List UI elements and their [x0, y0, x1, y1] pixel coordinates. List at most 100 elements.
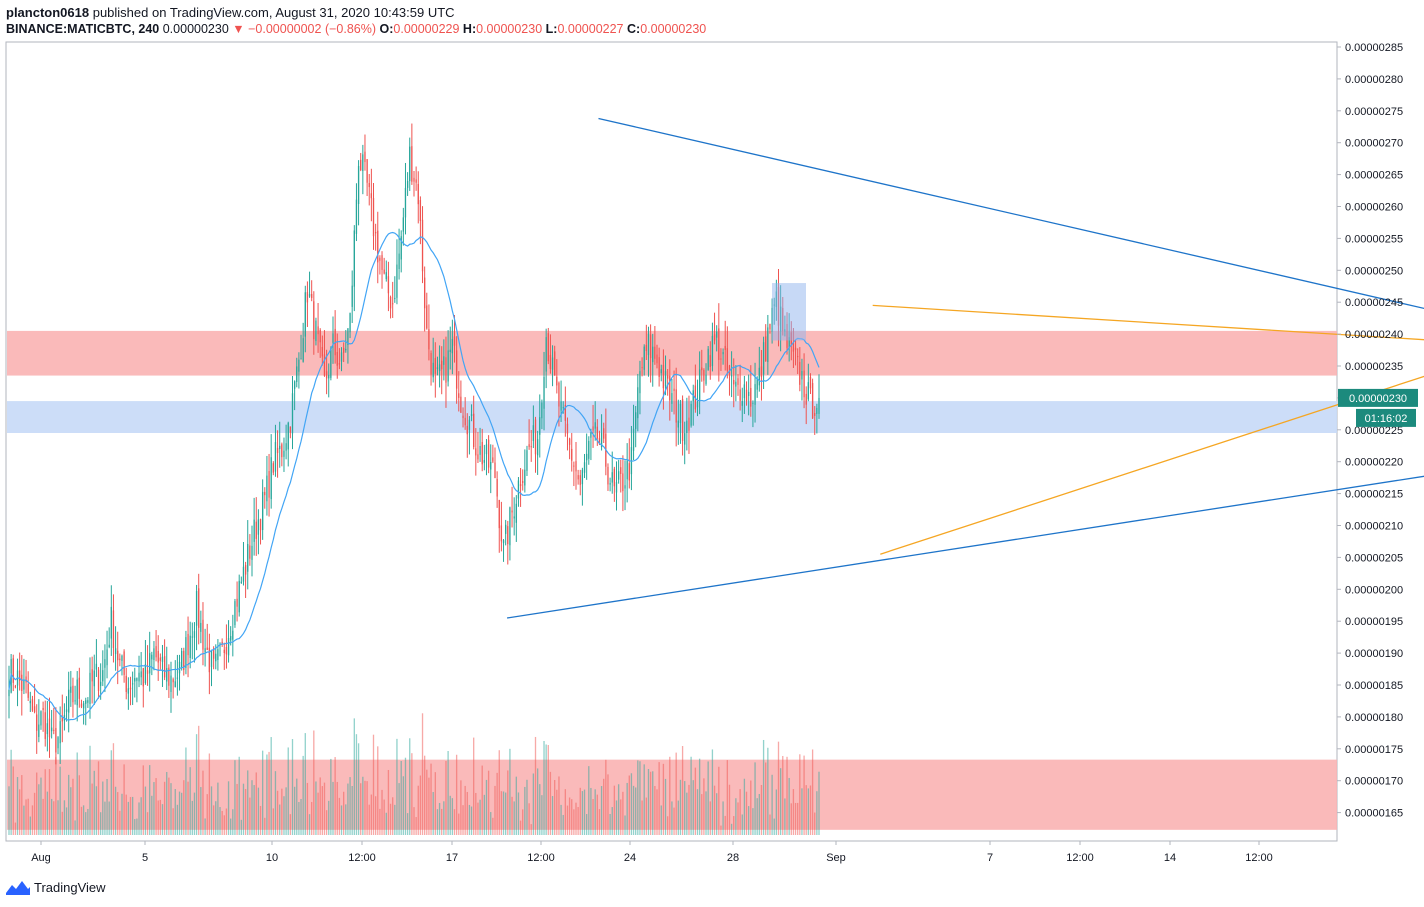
volume-bar — [609, 813, 611, 835]
candle-body — [163, 656, 166, 678]
x-tick-label: 14 — [1164, 852, 1176, 864]
volume-bar — [61, 811, 63, 835]
candle-body — [585, 453, 588, 461]
volume-bar — [794, 802, 797, 835]
candle-body — [799, 361, 801, 385]
volume-bar — [308, 814, 311, 835]
x-tick-label: 5 — [142, 852, 148, 864]
candle-body — [168, 667, 170, 686]
candle-body — [549, 355, 552, 369]
candle-body — [684, 433, 686, 445]
volume-bar — [775, 789, 778, 835]
volume-bar — [411, 753, 413, 835]
volume-bar — [504, 792, 507, 835]
volume-bar — [357, 743, 360, 835]
volume-bar — [664, 778, 667, 835]
candle-body — [225, 647, 228, 655]
candle-body — [818, 397, 820, 414]
volume-bar — [773, 818, 775, 835]
candle-body — [336, 352, 338, 366]
candle-body — [703, 369, 705, 381]
candle-body — [236, 598, 238, 607]
change-arrow-icon: ▼ — [232, 22, 245, 36]
volume-bar — [351, 785, 353, 835]
candle-body — [560, 401, 562, 411]
volume-bar — [698, 758, 701, 835]
volume-bar — [445, 761, 447, 835]
y-tick-label: 0.00000210 — [1345, 521, 1403, 533]
candle-body — [183, 650, 185, 670]
volume-bar — [191, 800, 193, 835]
volume-bar — [313, 730, 315, 835]
volume-bar — [639, 761, 641, 835]
candle-body — [722, 352, 724, 355]
candle-body — [300, 358, 302, 360]
volume-bar — [319, 777, 321, 835]
volume-bar — [756, 798, 758, 835]
candle-body — [200, 622, 202, 632]
volume-bar — [291, 739, 294, 835]
volume-bar — [765, 762, 767, 835]
volume-bar — [10, 749, 12, 835]
candle-body — [551, 357, 554, 370]
volume-bar — [285, 787, 287, 835]
volume-bar — [594, 789, 596, 835]
volume-bar — [466, 791, 468, 835]
volume-bar — [394, 804, 396, 835]
volume-bar — [453, 809, 456, 835]
price-change: −0.00000002 (−0.86%) — [248, 22, 377, 36]
x-tick-label: 12:00 — [527, 852, 555, 864]
volume-bar — [579, 787, 581, 835]
candle-body — [466, 425, 468, 435]
candle-body — [690, 403, 692, 426]
volume-bar — [743, 778, 746, 835]
candle-body — [713, 334, 716, 341]
volume-bar — [259, 805, 262, 835]
volume-bar — [193, 792, 196, 835]
candle-body — [620, 467, 622, 474]
volume-bar — [125, 794, 127, 835]
volume-bar — [545, 744, 547, 835]
publisher-user[interactable]: plancton0618 — [6, 5, 90, 20]
candle-body — [430, 353, 432, 375]
candle-body — [528, 444, 530, 447]
orange-upper — [872, 304, 1424, 341]
candle-body — [112, 610, 115, 648]
tradingview-brand: TradingView — [34, 880, 106, 895]
volume-bar — [669, 756, 671, 835]
volume-bar — [253, 785, 255, 835]
candle-body — [671, 393, 673, 404]
tradingview-footer[interactable]: TradingView — [6, 880, 106, 895]
candle-body — [594, 422, 596, 429]
volume-bar — [172, 808, 174, 835]
volume-bar — [462, 805, 464, 835]
volume-bar — [464, 785, 466, 835]
candle-body — [323, 354, 326, 376]
volume-bar — [513, 801, 515, 835]
candle-body — [281, 444, 283, 458]
x-tick-label: 24 — [624, 852, 636, 864]
candle-body — [191, 636, 193, 638]
volume-bar — [473, 737, 475, 835]
volume-bar — [136, 818, 138, 835]
volume-bar — [611, 807, 613, 835]
volume-bar — [423, 755, 426, 835]
volume-bar — [12, 766, 14, 835]
candle-body — [29, 700, 31, 704]
volume-bar — [782, 755, 784, 835]
candle-body — [462, 415, 464, 419]
volume-bar — [747, 806, 750, 835]
candle-body — [460, 396, 462, 413]
candle-body — [91, 669, 93, 682]
candle-body — [249, 545, 251, 559]
volume-bar — [502, 791, 505, 835]
candle-body — [419, 200, 422, 222]
volume-bar — [389, 803, 392, 835]
candle-body — [72, 685, 74, 703]
volume-bar — [187, 781, 189, 835]
volume-bar — [741, 814, 743, 835]
candle-body — [55, 728, 57, 753]
candle-body — [110, 606, 112, 639]
candle-body — [543, 376, 545, 409]
